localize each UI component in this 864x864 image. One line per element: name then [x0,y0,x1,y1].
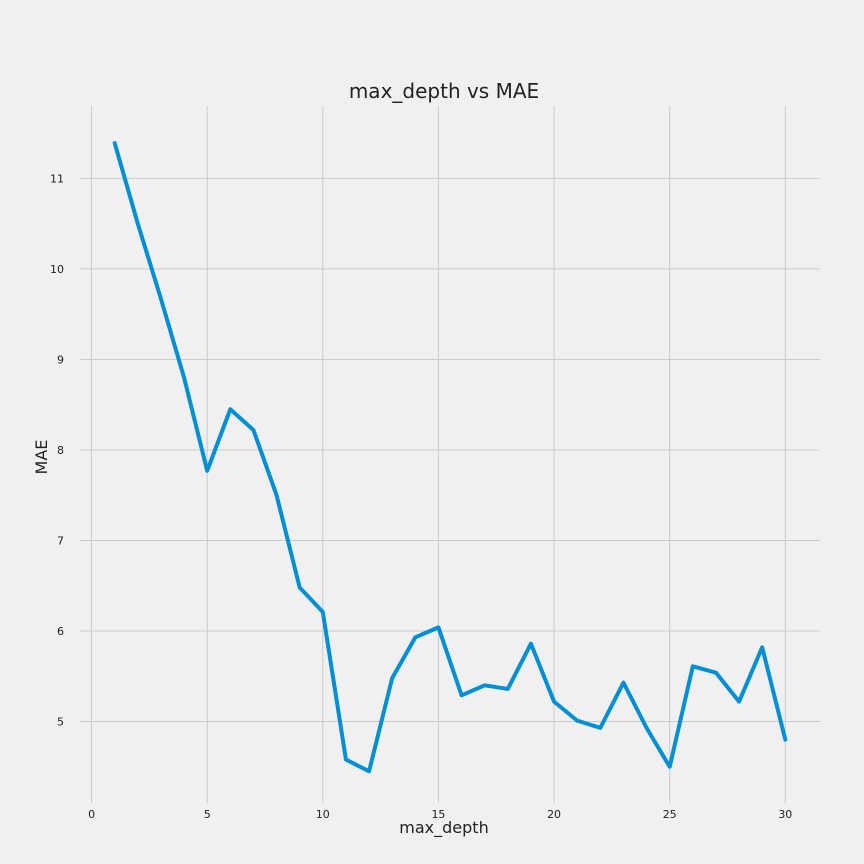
y-axis-label: MAE [32,440,51,475]
x-tick-label: 25 [663,808,677,821]
y-gridlines [80,177,820,723]
chart-title: max_depth vs MAE [349,79,539,103]
x-tick-labels: 0 5 10 15 20 25 30 [88,808,792,821]
y-tick-label: 11 [50,172,64,185]
y-tick-label: 7 [57,534,64,547]
y-tick-label: 9 [57,353,64,366]
y-tick-labels: 5 6 7 8 9 10 11 [50,172,64,728]
series-line-1 [112,141,788,774]
x-tick-label: 30 [778,808,792,821]
y-tick-label: 8 [57,444,64,457]
x-gridlines [91,106,786,803]
x-tick-label: 5 [204,808,211,821]
series-layer [112,141,788,774]
x-tick-label: 0 [88,808,95,821]
y-tick-label: 10 [50,263,64,276]
y-tick-label: 6 [57,625,64,638]
x-tick-label: 20 [547,808,561,821]
x-tick-label: 10 [316,808,330,821]
x-tick-label: 15 [431,808,445,821]
y-tick-label: 5 [57,716,64,729]
x-axis-label: max_depth [399,818,488,838]
